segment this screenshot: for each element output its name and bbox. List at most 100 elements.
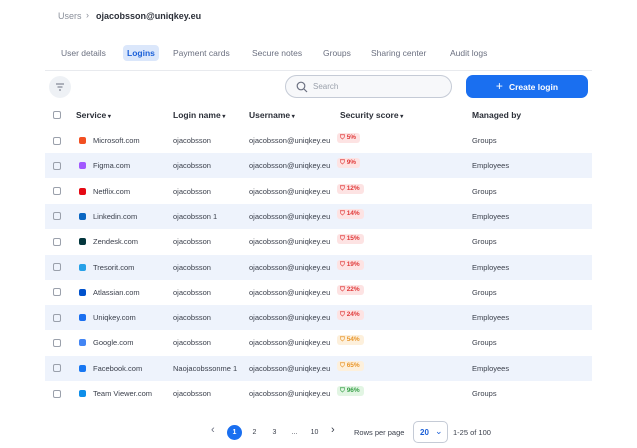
tab[interactable]: Logins <box>123 45 159 61</box>
create-button[interactable]: + Create login <box>466 75 588 98</box>
column-header[interactable]: Service ▾ <box>76 110 111 120</box>
username: ojacobsson@uniqkey.eu <box>249 136 331 145</box>
next[interactable]: › <box>331 424 335 436</box>
managed-by: Groups <box>472 389 497 398</box>
login-name: ojacobsson <box>173 136 211 145</box>
shield-icon: ⛉ <box>340 336 347 344</box>
checkbox[interactable] <box>53 161 61 170</box>
range: 1-25 of 100 <box>453 428 491 437</box>
page[interactable]: 2 <box>252 429 257 436</box>
login-name: Naojacobssonme 1 <box>173 363 238 373</box>
rows-select[interactable]: 20 ⌄ <box>413 421 448 443</box>
security-score: ⛉ 96% <box>337 386 364 396</box>
page[interactable]: 10 <box>310 429 319 436</box>
login-name: ojacobsson <box>173 186 211 196</box>
column-header[interactable]: Login name ▾ <box>173 110 226 120</box>
username: ojacobsson@uniqkey.eu <box>249 161 331 171</box>
tab[interactable]: Groups <box>323 48 351 58</box>
security-score: ⛉ 24% <box>337 310 364 321</box>
security-score: ⛉ 15% <box>337 234 364 245</box>
managed-by: Groups <box>472 338 497 348</box>
tab[interactable]: User details <box>61 48 106 58</box>
row-bg <box>45 355 592 381</box>
checkbox[interactable] <box>53 111 61 119</box>
score-text: 96% <box>346 387 360 394</box>
username: ojacobsson@uniqkey.eu <box>249 211 331 221</box>
shield-icon: ⛉ <box>340 311 347 319</box>
column-header[interactable]: Username ▾ <box>249 110 295 120</box>
shield-icon: ⛉ <box>340 387 347 394</box>
page[interactable]: 1 <box>227 425 242 440</box>
column-header[interactable]: Managed by <box>472 110 522 120</box>
filter-button[interactable] <box>49 76 71 98</box>
score-text: 19% <box>346 260 360 268</box>
username: ojacobsson@uniqkey.eu <box>249 262 331 272</box>
managed-by: Employees <box>472 161 510 171</box>
tab[interactable]: Sharing center <box>371 48 427 58</box>
checkbox[interactable] <box>53 288 61 297</box>
managed-by: Employees <box>472 262 510 272</box>
tab[interactable]: Secure notes <box>252 48 303 58</box>
security-score: ⛉ 19% <box>337 259 364 270</box>
managed-by: Employees <box>472 313 510 323</box>
checkbox[interactable] <box>53 364 61 373</box>
row-bg <box>45 254 592 280</box>
chevron: ⌄ <box>435 426 443 436</box>
security-score: ⛉ 5% <box>337 133 361 143</box>
security-score: ⛉ 12% <box>337 183 364 194</box>
checkbox[interactable] <box>53 212 61 221</box>
login-name: ojacobsson <box>173 237 211 247</box>
service: Zendesk.com <box>93 237 139 247</box>
shield-icon: ⛉ <box>340 184 347 192</box>
score-text: 24% <box>346 311 360 319</box>
managed-by: Groups <box>472 237 497 247</box>
score-text: 5% <box>346 134 357 141</box>
service: Team Viewer.com <box>93 389 153 398</box>
username: ojacobsson@uniqkey.eu <box>249 363 331 373</box>
managed-by: Groups <box>472 287 497 297</box>
page[interactable]: ... <box>291 429 298 436</box>
divider <box>45 70 592 71</box>
checkbox[interactable] <box>53 338 61 347</box>
rows-label: Rows per page <box>354 428 405 437</box>
search-box[interactable]: Search <box>285 75 452 98</box>
shield-icon: ⛉ <box>340 285 347 293</box>
checkbox[interactable] <box>53 313 61 322</box>
checkbox[interactable] <box>53 389 61 398</box>
score-text: 54% <box>346 336 360 344</box>
service-icon <box>79 187 86 195</box>
security-score: ⛉ 14% <box>337 208 364 219</box>
username: ojacobsson@uniqkey.eu <box>249 313 331 323</box>
checkbox[interactable] <box>53 237 61 246</box>
page[interactable]: 3 <box>272 429 277 436</box>
service: Netflix.com <box>93 186 131 196</box>
search-placeholder: Search <box>313 82 339 91</box>
shield-icon: ⛉ <box>340 235 347 243</box>
login-name: ojacobsson <box>173 287 211 297</box>
username: ojacobsson@uniqkey.eu <box>249 389 331 398</box>
security-score: ⛉ 54% <box>337 335 364 346</box>
breadcrumb-parent[interactable]: Users <box>58 11 82 21</box>
shield-icon: ⛉ <box>340 159 347 167</box>
service-icon <box>79 288 86 296</box>
row-bg <box>45 153 592 179</box>
column-header[interactable]: Security score ▾ <box>340 110 404 120</box>
managed-by: Groups <box>472 186 497 196</box>
shield-icon: ⛉ <box>340 260 347 268</box>
score-text: 12% <box>346 184 360 192</box>
checkbox[interactable] <box>53 263 61 271</box>
checkbox[interactable] <box>53 136 61 145</box>
prev[interactable]: ‹ <box>211 424 215 436</box>
tab[interactable]: Audit logs <box>450 48 488 58</box>
tab[interactable]: Payment cards <box>173 48 230 58</box>
checkbox[interactable] <box>53 187 61 196</box>
row-bg <box>45 305 592 331</box>
create-label: Create login <box>508 82 559 92</box>
security-score: ⛉ 9% <box>337 158 361 169</box>
security-score: ⛉ 22% <box>337 284 364 295</box>
score-text: 14% <box>346 209 360 217</box>
breadcrumb-current: ojacobsson@uniqkey.eu <box>96 11 202 21</box>
managed-by: Employees <box>472 363 510 373</box>
login-name: ojacobsson <box>173 338 211 348</box>
